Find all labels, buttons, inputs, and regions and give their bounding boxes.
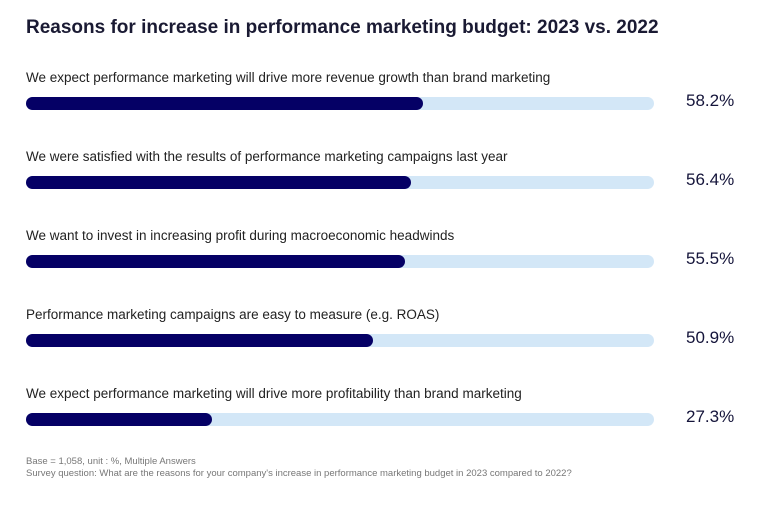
value-label: 58.2% [686, 91, 735, 110]
bar-row: We want to invest in increasing profit d… [26, 228, 746, 288]
bar-track [26, 97, 654, 110]
category-label: We want to invest in increasing profit d… [26, 228, 455, 243]
survey-question: Survey question: What are the reasons fo… [26, 468, 572, 479]
bar-row: We were satisfied with the results of pe… [26, 149, 746, 209]
bar-row: We expect performance marketing will dri… [26, 386, 746, 446]
category-label: Performance marketing campaigns are easy… [26, 307, 440, 322]
bar-track [26, 255, 654, 268]
chart-title: Reasons for increase in performance mark… [26, 17, 659, 38]
bar-track [26, 334, 654, 347]
bar [26, 255, 405, 268]
bar [26, 413, 213, 426]
value-label: 55.5% [686, 249, 735, 268]
base-note: Base = 1,058, unit : %, Multiple Answers [26, 456, 196, 467]
bar [26, 176, 411, 189]
bar-track [26, 176, 654, 189]
category-label: We expect performance marketing will dri… [26, 70, 551, 85]
value-label: 27.3% [686, 407, 735, 426]
bar-row: We expect performance marketing will dri… [26, 70, 746, 130]
bar-row: Performance marketing campaigns are easy… [26, 307, 746, 367]
value-label: 56.4% [686, 170, 735, 189]
category-label: We expect performance marketing will dri… [26, 386, 522, 401]
value-label: 50.9% [686, 328, 735, 347]
bar-track [26, 413, 654, 426]
bar [26, 97, 424, 110]
bar [26, 334, 374, 347]
category-label: We were satisfied with the results of pe… [26, 149, 508, 164]
